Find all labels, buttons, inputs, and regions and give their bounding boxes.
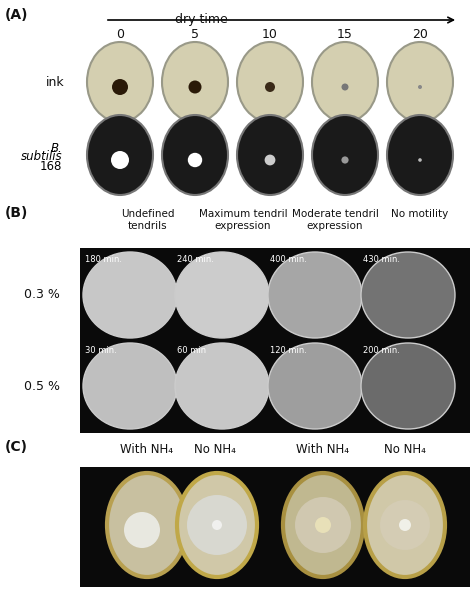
Ellipse shape <box>365 473 445 577</box>
Ellipse shape <box>283 473 363 577</box>
Circle shape <box>189 80 201 93</box>
Ellipse shape <box>177 473 257 577</box>
Text: Maximum tendril
expression: Maximum tendril expression <box>199 209 287 230</box>
Text: Moderate tendril
expression: Moderate tendril expression <box>292 209 378 230</box>
Text: 240 min.: 240 min. <box>177 255 214 264</box>
Circle shape <box>341 157 348 164</box>
Ellipse shape <box>361 343 455 429</box>
Text: 400 min.: 400 min. <box>270 255 307 264</box>
Ellipse shape <box>175 252 269 338</box>
Circle shape <box>187 495 247 555</box>
Text: No NH₄: No NH₄ <box>194 443 236 456</box>
Text: 200 min.: 200 min. <box>363 346 400 355</box>
Circle shape <box>399 519 411 531</box>
Text: 168: 168 <box>40 161 62 174</box>
Circle shape <box>380 500 430 550</box>
Circle shape <box>124 512 160 548</box>
Text: 10: 10 <box>262 28 278 41</box>
Bar <box>80 248 470 433</box>
Text: (A): (A) <box>5 8 28 22</box>
Circle shape <box>111 151 129 169</box>
Text: With NH₄: With NH₄ <box>297 443 349 456</box>
Ellipse shape <box>87 42 153 122</box>
Ellipse shape <box>162 115 228 195</box>
Text: With NH₄: With NH₄ <box>120 443 173 456</box>
Circle shape <box>188 153 202 167</box>
Text: 430 min.: 430 min. <box>363 255 400 264</box>
Circle shape <box>264 155 275 165</box>
Ellipse shape <box>237 42 303 122</box>
Circle shape <box>295 497 351 553</box>
Text: Undefined
tendrils: Undefined tendrils <box>121 209 175 230</box>
Text: ink: ink <box>46 76 65 89</box>
Text: No NH₄: No NH₄ <box>384 443 426 456</box>
Text: B.: B. <box>50 141 62 154</box>
Ellipse shape <box>107 473 187 577</box>
Ellipse shape <box>312 115 378 195</box>
Text: dry time: dry time <box>175 13 228 26</box>
Text: 120 min.: 120 min. <box>270 346 307 355</box>
Ellipse shape <box>237 115 303 195</box>
Ellipse shape <box>387 115 453 195</box>
Text: 20: 20 <box>412 28 428 41</box>
Text: 0.3 %: 0.3 % <box>24 288 60 301</box>
Circle shape <box>418 158 422 162</box>
Ellipse shape <box>268 343 362 429</box>
Ellipse shape <box>83 252 177 338</box>
Ellipse shape <box>268 252 362 338</box>
Text: 5: 5 <box>191 28 199 41</box>
Circle shape <box>315 517 331 533</box>
Text: 0.5 %: 0.5 % <box>24 379 60 392</box>
Circle shape <box>265 82 275 92</box>
Ellipse shape <box>312 42 378 122</box>
Text: 180 min.: 180 min. <box>85 255 122 264</box>
Circle shape <box>212 520 222 530</box>
Text: (B): (B) <box>5 206 28 220</box>
Circle shape <box>418 85 422 89</box>
Ellipse shape <box>361 252 455 338</box>
Ellipse shape <box>387 42 453 122</box>
Text: 30 min.: 30 min. <box>85 346 117 355</box>
Circle shape <box>112 79 128 95</box>
Text: No motility: No motility <box>392 209 448 219</box>
Text: (C): (C) <box>5 440 28 454</box>
Bar <box>80 467 470 587</box>
Ellipse shape <box>175 343 269 429</box>
Text: subtilis: subtilis <box>20 151 62 164</box>
Text: 60 min: 60 min <box>177 346 206 355</box>
Ellipse shape <box>83 343 177 429</box>
Circle shape <box>341 83 348 90</box>
Ellipse shape <box>87 115 153 195</box>
Ellipse shape <box>162 42 228 122</box>
Text: 0: 0 <box>116 28 124 41</box>
Text: 15: 15 <box>337 28 353 41</box>
